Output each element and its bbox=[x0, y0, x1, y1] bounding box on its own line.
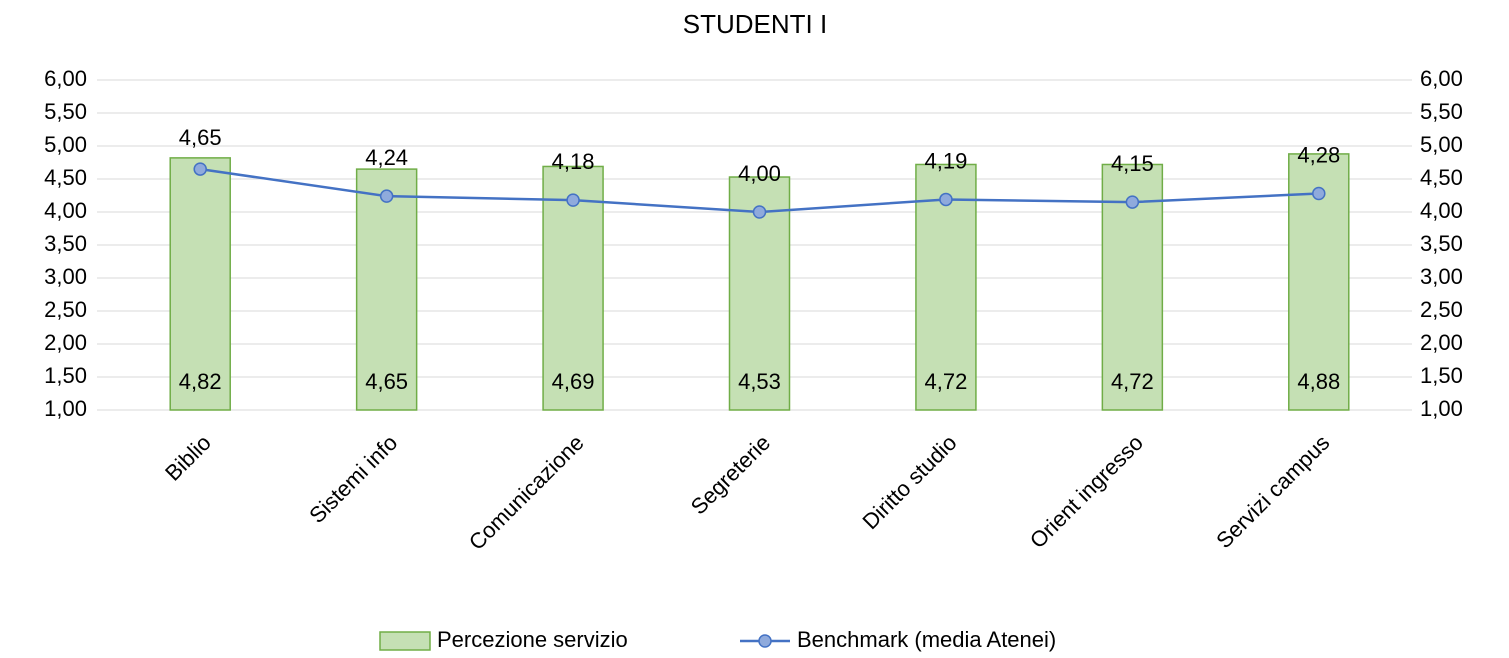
y2-tick-label: 1,00 bbox=[1420, 396, 1463, 421]
y2-tick-label: 4,00 bbox=[1420, 198, 1463, 223]
y2-tick-label: 4,50 bbox=[1420, 165, 1463, 190]
y-tick-label: 2,50 bbox=[44, 297, 87, 322]
line-value-label: 4,28 bbox=[1297, 142, 1340, 167]
x-tick-label: Servizi campus bbox=[1211, 430, 1334, 553]
y-tick-label: 5,50 bbox=[44, 99, 87, 124]
x-tick-label: Biblio bbox=[160, 430, 216, 486]
bar-value-label: 4,82 bbox=[179, 369, 222, 394]
bar-value-label: 4,88 bbox=[1297, 369, 1340, 394]
bar-value-label: 4,69 bbox=[552, 369, 595, 394]
x-tick-label: Segreterie bbox=[686, 430, 775, 519]
legend-label: Benchmark (media Atenei) bbox=[797, 627, 1056, 652]
bar-value-label: 4,72 bbox=[925, 369, 968, 394]
line-marker bbox=[752, 205, 767, 219]
y-tick-label: 4,50 bbox=[44, 165, 87, 190]
bar-value-label: 4,53 bbox=[738, 369, 781, 394]
x-tick-label: Diritto studio bbox=[857, 430, 961, 534]
bar-value-label: 4,65 bbox=[365, 369, 408, 394]
line-marker bbox=[1312, 186, 1326, 201]
legend-marker bbox=[758, 634, 772, 648]
legend-label: Percezione servizio bbox=[437, 627, 628, 652]
y2-tick-label: 5,50 bbox=[1420, 99, 1463, 124]
y-tick-label: 5,00 bbox=[44, 132, 87, 157]
bar bbox=[542, 165, 604, 411]
line-value-label: 4,24 bbox=[365, 145, 408, 170]
x-tick-label: Comunicazione bbox=[464, 430, 589, 555]
y-tick-label: 6,00 bbox=[44, 66, 87, 91]
legend-swatch bbox=[379, 631, 431, 651]
y2-tick-label: 1,50 bbox=[1420, 363, 1463, 388]
bar bbox=[355, 168, 418, 411]
y2-tick-label: 3,50 bbox=[1420, 231, 1463, 256]
line-marker bbox=[566, 193, 580, 207]
line-value-label: 4,18 bbox=[552, 149, 595, 174]
y-tick-label: 1,50 bbox=[44, 363, 87, 388]
line-marker bbox=[939, 192, 953, 207]
line-value-label: 4,65 bbox=[179, 125, 222, 150]
x-tick-label: Sistemi info bbox=[304, 430, 402, 528]
line-value-label: 4,15 bbox=[1111, 151, 1154, 176]
y2-tick-label: 3,00 bbox=[1420, 264, 1463, 289]
y-tick-label: 4,00 bbox=[44, 198, 87, 223]
y2-tick-label: 5,00 bbox=[1420, 132, 1463, 157]
y-tick-label: 2,00 bbox=[44, 330, 87, 355]
line-marker bbox=[193, 162, 207, 176]
x-tick-label: Orient ingresso bbox=[1025, 430, 1148, 553]
y2-tick-label: 2,50 bbox=[1420, 297, 1463, 322]
chart-title: STUDENTI I bbox=[683, 9, 827, 39]
line-marker bbox=[1125, 195, 1140, 209]
y-tick-label: 1,00 bbox=[44, 396, 87, 421]
y-tick-label: 3,00 bbox=[44, 264, 87, 289]
bar bbox=[169, 157, 231, 411]
line-marker bbox=[379, 189, 394, 203]
bar-value-label: 4,72 bbox=[1111, 369, 1154, 394]
line-value-label: 4,00 bbox=[738, 161, 781, 186]
y2-tick-label: 2,00 bbox=[1420, 330, 1463, 355]
line-value-label: 4,19 bbox=[925, 148, 968, 173]
y-tick-label: 3,50 bbox=[44, 231, 87, 256]
y2-tick-label: 6,00 bbox=[1420, 66, 1463, 91]
